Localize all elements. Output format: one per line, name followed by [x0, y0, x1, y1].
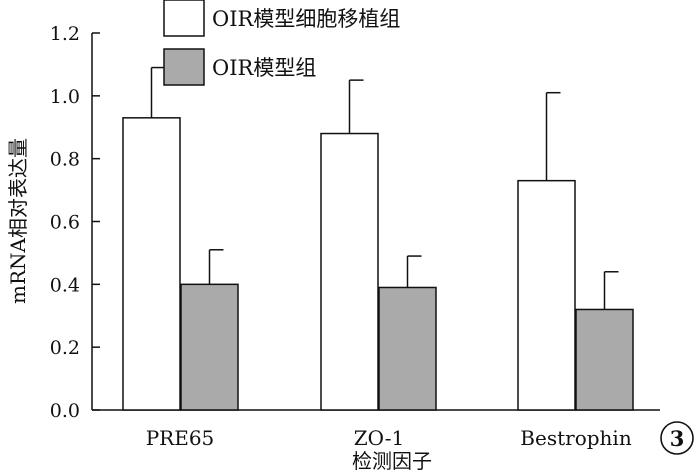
- category-labels: PRE65 ZO-1 Bestrophin: [146, 426, 632, 450]
- bar: [180, 283, 239, 411]
- y-tick-label: 0.0: [50, 400, 80, 422]
- category-label: PRE65: [146, 426, 215, 450]
- legend-label: OIR模型组: [212, 56, 316, 80]
- category-label: Bestrophin: [520, 426, 632, 450]
- y-tick-label: 0.6: [50, 212, 80, 234]
- x-axis-title: 检测因子: [352, 449, 432, 473]
- y-ticks: 0.0 0.2 0.4 0.6 0.8 1.0 1.2: [50, 23, 100, 422]
- legend-label: OIR模型细胞移植组: [212, 7, 400, 31]
- y-tick-label: 1.2: [50, 23, 80, 45]
- legend-swatch: [163, 48, 205, 86]
- legend: OIR模型细胞移植组 OIR模型组: [163, 0, 400, 86]
- y-tick-label: 0.4: [50, 274, 80, 296]
- y-tick-label: 0.2: [50, 337, 80, 359]
- bar: [378, 286, 437, 411]
- y-axis-title: mRNA相对表达量: [6, 138, 30, 304]
- bars: [122, 66, 634, 411]
- y-tick-label: 1.0: [50, 86, 80, 108]
- panel-label-circle: [660, 421, 694, 455]
- bar: [320, 132, 379, 411]
- panel-label: 3: [670, 426, 685, 451]
- y-tick-label: 0.8: [50, 149, 80, 171]
- bar: [575, 308, 634, 411]
- category-label: ZO-1: [354, 426, 405, 450]
- legend-swatch: [163, 0, 205, 37]
- bar: [517, 179, 576, 411]
- bar: [122, 117, 181, 411]
